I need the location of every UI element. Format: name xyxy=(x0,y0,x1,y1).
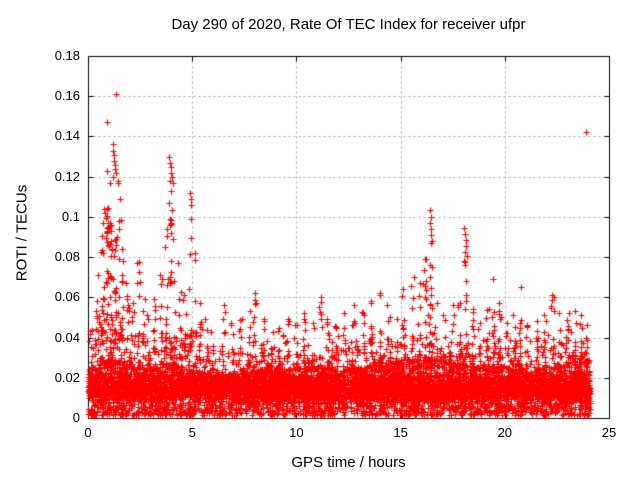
x-tick-label: 20 xyxy=(497,425,513,440)
y-tick-label: 0.02 xyxy=(54,369,80,385)
y-axis-label: ROTI / TECUs xyxy=(13,184,31,282)
x-tick-label: 25 xyxy=(601,425,617,440)
x-tick-label: 10 xyxy=(289,425,304,440)
y-tick-label: 0.18 xyxy=(54,48,80,63)
y-tick-label: 0.14 xyxy=(54,128,80,144)
x-tick-label: 0 xyxy=(84,425,92,440)
y-tick-label: 0.1 xyxy=(61,208,80,224)
y-tick-label: 0.06 xyxy=(54,289,80,305)
x-tick-label: 5 xyxy=(188,425,196,440)
y-tick-label: 0.04 xyxy=(54,329,80,345)
x-tick-label: 15 xyxy=(393,425,408,440)
y-tick-label: 0.08 xyxy=(54,249,80,265)
x-axis-label: GPS time / hours xyxy=(291,454,406,471)
y-tick-label: 0 xyxy=(72,410,80,425)
y-tick-label: 0.16 xyxy=(54,88,80,104)
chart-title: Day 290 of 2020, Rate Of TEC Index for r… xyxy=(171,16,526,33)
y-tick-label: 0.12 xyxy=(54,168,80,184)
